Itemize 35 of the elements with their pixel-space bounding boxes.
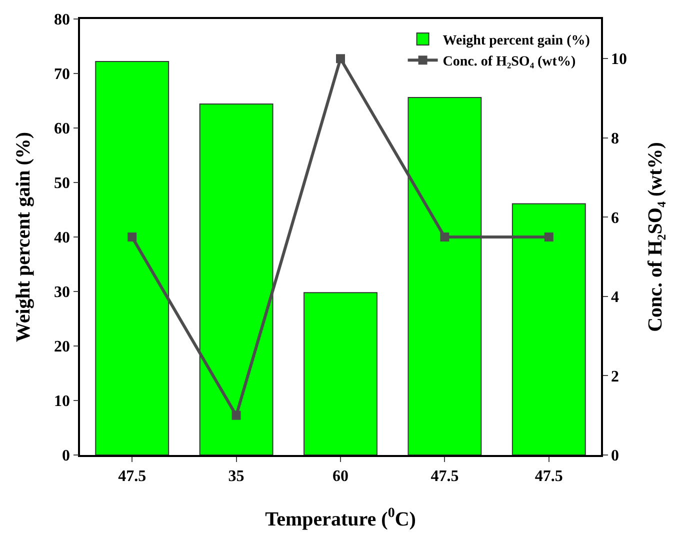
y-axis-title: Weight percent gain (%) xyxy=(12,132,34,342)
y-tick-label: 70 xyxy=(54,66,70,84)
legend-label: Conc. of H₂SO₄ (wt%) xyxy=(442,54,576,70)
bar xyxy=(304,292,378,455)
bar xyxy=(512,203,586,455)
x-tick-label: 35 xyxy=(228,468,244,485)
y-tick-label: 40 xyxy=(54,230,70,247)
x-tick-label: 47.5 xyxy=(534,468,563,485)
bar xyxy=(95,61,170,455)
y-tick-label: 20 xyxy=(54,338,70,356)
bar xyxy=(199,104,274,455)
x-tick-label: 60 xyxy=(332,468,348,485)
bar xyxy=(408,96,482,455)
point xyxy=(544,232,554,242)
y2-tick-label: 8 xyxy=(610,130,619,148)
y2-tick-label: 0 xyxy=(610,448,619,465)
y-tick-label: 10 xyxy=(54,393,70,410)
x-tick-label: 47.5 xyxy=(118,468,146,485)
point xyxy=(232,410,241,420)
point xyxy=(440,232,450,242)
y-tick-label: 30 xyxy=(54,284,70,302)
x-tick-label: 47.5 xyxy=(430,468,459,485)
y-tick-label: 60 xyxy=(54,120,70,138)
y2-tick-label: 10 xyxy=(610,51,627,68)
x-axis-title: Temperature ($^{0}$C) xyxy=(265,506,416,530)
y2-tick-label: 4 xyxy=(610,289,619,306)
y-tick-label: 0 xyxy=(62,448,70,465)
y-tick-label: 80 xyxy=(54,12,70,29)
y2-tick-label: 6 xyxy=(610,210,619,227)
legend-label: Weight percent gain (%) xyxy=(442,33,590,48)
y2-axis-title: Conc. of H₂SO₄ (wt%) xyxy=(644,142,666,332)
point xyxy=(128,232,137,242)
y2-tick-label: 2 xyxy=(610,368,619,386)
y-tick-label: 50 xyxy=(54,175,70,192)
point xyxy=(336,54,345,64)
